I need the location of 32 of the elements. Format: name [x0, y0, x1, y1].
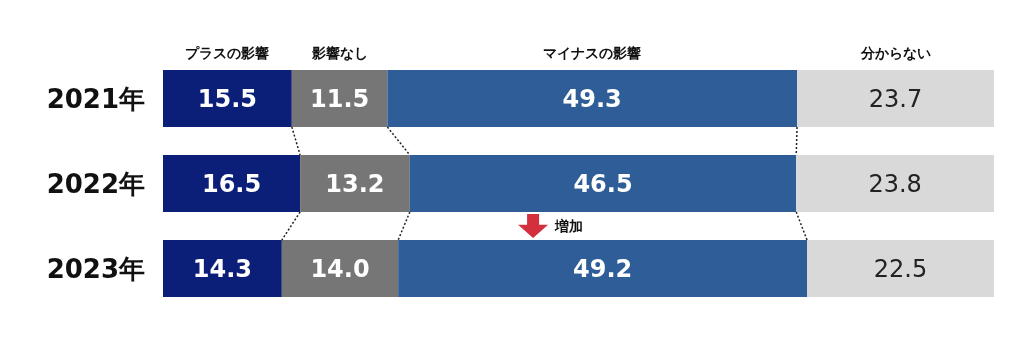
y-tick-label: 2021年 — [46, 83, 145, 114]
data-label: 11.5 — [309, 84, 370, 113]
data-label: 49.2 — [572, 254, 633, 283]
series-label: 影響なし — [310, 45, 368, 62]
bar — [163, 155, 301, 212]
y-tick-label: 2023年 — [46, 253, 145, 284]
annotation: 増加 — [554, 218, 584, 234]
data-label: 49.3 — [562, 84, 622, 113]
data-label: 23.7 — [868, 84, 923, 113]
bar — [807, 240, 994, 297]
bar — [796, 155, 994, 212]
bar — [163, 240, 282, 297]
series-label: プラスの影響 — [185, 45, 270, 62]
bar — [387, 70, 798, 127]
data-label: 16.5 — [201, 169, 262, 198]
bar — [797, 70, 994, 127]
bar — [281, 240, 399, 297]
data-label: 23.8 — [868, 169, 922, 198]
data-label: 13.2 — [325, 169, 385, 198]
series-label: マイナスの影響 — [543, 45, 642, 62]
bar — [300, 155, 410, 212]
bar — [163, 70, 292, 127]
bar — [409, 155, 797, 212]
data-label: 15.5 — [197, 84, 258, 113]
series-label: 分からない — [859, 45, 931, 62]
data-label: 22.5 — [873, 254, 928, 283]
data-label: 46.5 — [573, 169, 633, 198]
bar — [398, 240, 808, 297]
data-label: 14.0 — [310, 254, 370, 283]
y-tick-label: 2022年 — [46, 168, 145, 199]
data-label: 14.3 — [192, 254, 253, 283]
bar — [291, 70, 388, 127]
